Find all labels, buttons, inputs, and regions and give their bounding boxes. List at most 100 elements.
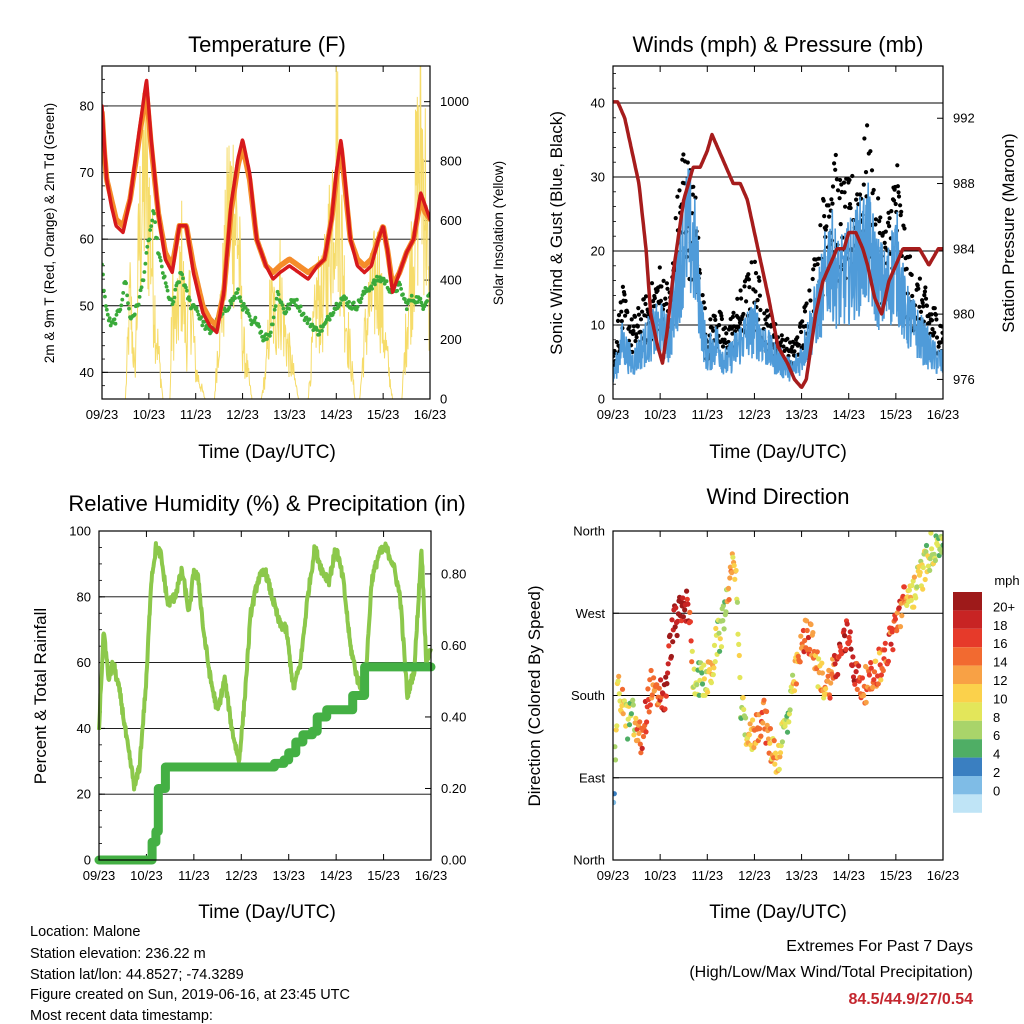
gust-point (896, 194, 902, 199)
temperature-xtick-label: 16/23 (414, 407, 447, 422)
dewpoint-point (104, 307, 109, 312)
gust-point (869, 168, 875, 173)
direction-point (825, 673, 831, 679)
temperature-plot: 09/23 10/23 11/23 12/23 13/23 14/23 15/23 16/23… (80, 65, 469, 422)
direction-point (928, 531, 934, 536)
dewpoint-point (155, 236, 159, 241)
direction-point (804, 627, 810, 634)
direction-point (684, 596, 690, 602)
direction-point (730, 554, 736, 560)
temperature-2m-line (102, 78, 430, 335)
direction-point (613, 791, 617, 797)
direction-point (910, 578, 916, 584)
direction-point (628, 711, 635, 717)
gust-point (632, 314, 638, 319)
dewpoint-point (307, 317, 312, 322)
colorbar-label: 0 (993, 783, 1000, 798)
speed-colorbar: mph 20+ 18 16 14 12 10 8 6 4 2 0 (953, 573, 1020, 813)
gust-point (623, 313, 628, 318)
gust-point (934, 317, 939, 322)
dewpoint-point (259, 329, 264, 334)
gust-point (752, 259, 758, 264)
direction-point (637, 741, 643, 747)
elevation-text: Station elevation: 236.22 m (30, 946, 206, 962)
colorbar-swatch (953, 684, 982, 703)
dewpoint-point (139, 285, 144, 290)
gust-point (824, 224, 829, 229)
direction-point (682, 607, 688, 613)
direction-point (631, 732, 637, 738)
gust-point (739, 296, 744, 301)
direction-point (619, 686, 626, 692)
gust-point (631, 328, 636, 334)
gust-point (821, 198, 826, 203)
humidity-xtick-label: 14/23 (320, 868, 353, 883)
direction-point (888, 641, 894, 647)
temperature-ytick-label: 40 (80, 365, 94, 380)
direction-point (854, 686, 860, 693)
gust-point (815, 262, 820, 267)
direction-point (841, 627, 847, 633)
humidity-ylabel: Percent & Total Rainfall (31, 608, 50, 784)
gust-point (887, 216, 892, 221)
direction-point (764, 722, 770, 728)
winds-ytick-label: 20 (591, 244, 605, 259)
direction-point (747, 721, 753, 727)
gust-point (929, 312, 934, 317)
direction-point (828, 680, 834, 686)
direction-point (720, 603, 727, 609)
direction-point (835, 671, 841, 678)
dewpoint-point (327, 317, 332, 322)
created-text: Figure created on Sun, 2019-06-16, at 23… (30, 987, 350, 1003)
humidity-ytick-label: 100 (69, 524, 91, 539)
dewpoint-point (137, 295, 142, 299)
direction-point (890, 647, 896, 653)
direction-point (911, 574, 918, 580)
direction-point (626, 722, 633, 728)
temperature-xtick-label: 13/23 (273, 407, 306, 422)
direction-point (882, 640, 888, 646)
dewpoint-point (425, 299, 429, 303)
colorbar-label: 10 (993, 691, 1007, 706)
temperature-title: Temperature (F) (188, 32, 346, 57)
humidity-xtick-label: 16/23 (415, 868, 448, 883)
direction-point (708, 680, 715, 686)
dewpoint-point (163, 281, 168, 285)
gust-point (620, 284, 626, 289)
direction-point (885, 658, 892, 664)
gust-point (785, 336, 790, 341)
temperature-ytick-label: 80 (80, 98, 94, 113)
gust-point (810, 276, 815, 282)
gust-point (708, 317, 713, 322)
direction-point (721, 626, 727, 632)
gust-point (873, 222, 878, 227)
direction-point (871, 677, 877, 683)
direction-point (645, 686, 651, 692)
gust-point (627, 324, 632, 329)
gust-point (635, 324, 640, 329)
direction-point (810, 630, 816, 636)
dewpoint-point (268, 334, 272, 338)
dewpoint-point (105, 312, 110, 317)
winds-xtick-label: 13/23 (785, 407, 818, 422)
dewpoint-point (381, 276, 386, 281)
gust-point (663, 296, 668, 301)
gust-point (717, 323, 722, 328)
direction-point (684, 588, 690, 594)
temperature-ytick-label: 70 (80, 165, 94, 180)
solar-insolation-line (102, 66, 430, 399)
gust-point (837, 196, 842, 201)
direction-point (723, 609, 729, 615)
direction-ytick-label: South (571, 688, 605, 703)
direction-point (853, 669, 859, 675)
latlon-text: Station lat/lon: 44.8527; -74.3289 (30, 967, 244, 983)
direction-point (847, 638, 853, 644)
dewpoint-point (317, 332, 321, 337)
direction-point (718, 644, 725, 650)
direction-point (630, 702, 636, 708)
gust-point (827, 214, 832, 219)
gust-point (764, 308, 770, 313)
gust-point (830, 201, 835, 206)
colorbar-title: mph (994, 573, 1019, 588)
direction-point (842, 633, 848, 639)
